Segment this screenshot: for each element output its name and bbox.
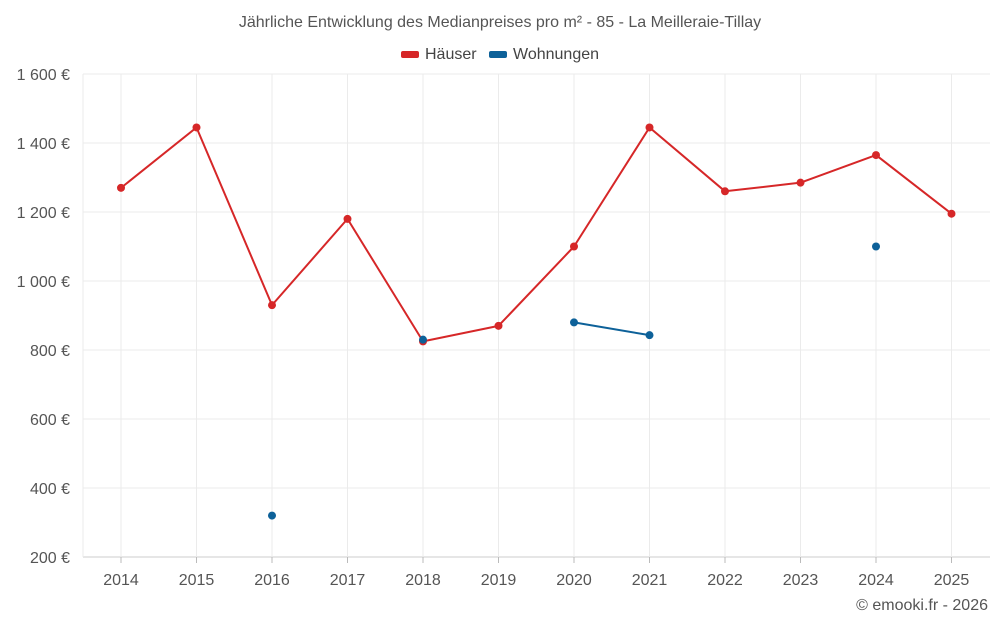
axis-layer: 200 € 400 € 600 € 800 € 1 000 € 1 200 € 1 400 … bbox=[17, 67, 970, 589]
x-tick-label: 2016 bbox=[254, 572, 290, 589]
series-line-segment-haeuser bbox=[875, 154, 953, 215]
x-tick-label: 2014 bbox=[103, 572, 139, 589]
data-point-wohnungen-2018 bbox=[419, 335, 427, 344]
legend-label-haeuser: Häuser bbox=[424, 45, 477, 63]
y-tick-label: 1 400 € bbox=[17, 136, 70, 153]
y-tick-label: 1 200 € bbox=[17, 205, 70, 222]
y-tick-label: 400 € bbox=[30, 481, 70, 498]
series-line-segment-haeuser bbox=[346, 217, 424, 343]
series-line-segment-haeuser bbox=[271, 217, 349, 307]
data-point-haeuser-2021 bbox=[645, 123, 654, 132]
data-point-haeuser-2014 bbox=[117, 183, 125, 192]
data-point-haeuser-2016 bbox=[268, 301, 276, 310]
series-line-segment-haeuser bbox=[648, 126, 726, 193]
grid-layer bbox=[82, 73, 990, 558]
legend-item-wohnungen[interactable]: Wohnungen bbox=[489, 46, 599, 64]
data-point-haeuser-2015 bbox=[192, 123, 201, 132]
data-point-haeuser-2025 bbox=[947, 209, 956, 218]
data-point-wohnungen-2016 bbox=[268, 511, 276, 520]
series-line-segment-haeuser bbox=[497, 245, 575, 327]
x-tick-label: 2025 bbox=[934, 572, 970, 589]
series-line-segment-wohnungen bbox=[573, 321, 651, 337]
data-point-haeuser-2023 bbox=[796, 178, 805, 187]
series-line-segment-haeuser bbox=[724, 181, 802, 193]
x-tick-label: 2020 bbox=[556, 572, 592, 589]
x-tick-label: 2015 bbox=[179, 572, 215, 589]
series-line-segment-haeuser bbox=[195, 126, 273, 307]
y-tick-label: 1 600 € bbox=[17, 67, 70, 84]
x-tick-label: 2024 bbox=[858, 572, 894, 589]
data-point-haeuser-2017 bbox=[343, 214, 352, 223]
chart-title: Jährliche Entwicklung des Medianpreises … bbox=[238, 14, 762, 31]
x-tick-label: 2022 bbox=[707, 572, 743, 589]
x-tick-label: 2017 bbox=[330, 572, 366, 589]
data-point-wohnungen-2020 bbox=[570, 318, 578, 327]
series-line-segment-haeuser bbox=[573, 126, 651, 248]
data-point-haeuser-2024 bbox=[872, 151, 880, 160]
legend-swatch-haeuser bbox=[400, 51, 419, 58]
legend-item-haeuser[interactable]: Häuser bbox=[400, 45, 477, 64]
y-tick-label: 1 000 € bbox=[17, 274, 70, 291]
x-tick-label: 2021 bbox=[632, 572, 668, 589]
x-tick-label: 2018 bbox=[405, 572, 441, 589]
x-tick-label: 2019 bbox=[481, 572, 517, 589]
series-line-segment-haeuser bbox=[799, 154, 877, 184]
y-tick-label: 800 € bbox=[30, 343, 70, 360]
legend-label-wohnungen: Wohnungen bbox=[513, 45, 600, 63]
y-tick-label: 600 € bbox=[30, 412, 70, 429]
data-point-wohnungen-2021 bbox=[645, 331, 654, 340]
series-line-segment-haeuser bbox=[422, 324, 500, 343]
data-point-haeuser-2019 bbox=[494, 321, 503, 330]
y-tick-label: 200 € bbox=[30, 550, 70, 567]
copyright-credit: © emooki.fr - 2026 bbox=[856, 597, 988, 614]
data-point-haeuser-2020 bbox=[570, 242, 578, 251]
series-line-segment-haeuser bbox=[120, 126, 198, 189]
series-layer bbox=[117, 123, 956, 520]
data-point-haeuser-2022 bbox=[721, 187, 729, 196]
x-tick-label: 2023 bbox=[783, 572, 819, 589]
chart-legend: Häuser Wohnungen bbox=[0, 45, 1000, 64]
legend-swatch-wohnungen bbox=[489, 51, 508, 58]
data-point-wohnungen-2024 bbox=[872, 242, 880, 251]
